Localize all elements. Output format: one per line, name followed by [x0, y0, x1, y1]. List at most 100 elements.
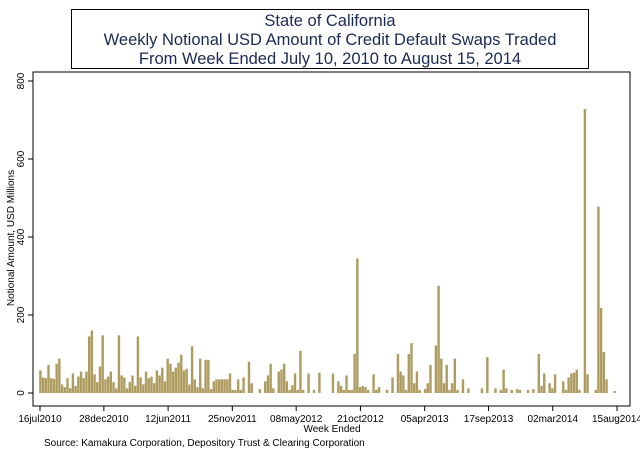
bar-2012-09-22: [348, 389, 351, 393]
bar-2012-03-24: [277, 371, 280, 393]
bar-2012-11-03: [364, 387, 367, 393]
bar-2012-10-06: [353, 354, 356, 393]
bar-2012-04-14: [285, 381, 289, 393]
bar-2012-05-19: [299, 350, 302, 393]
bar-2013-08-31: [480, 388, 484, 393]
bar-2010-09-18: [63, 387, 66, 393]
bars-group: [39, 109, 616, 393]
bar-2012-04-21: [288, 389, 291, 393]
bar-2011-06-25: [171, 371, 175, 393]
bar-2010-09-11: [60, 384, 64, 393]
bar-2013-06-01: [445, 364, 448, 393]
bar-2012-06-23: [312, 389, 316, 393]
bar-2014-06-28: [597, 206, 600, 393]
bar-2010-08-21: [52, 378, 56, 393]
bar-2011-01-22: [112, 382, 115, 393]
bar-2012-10-20: [358, 387, 362, 393]
bar-2011-03-26: [136, 336, 140, 393]
bar-2010-11-13: [85, 371, 88, 393]
bar-2013-01-26: [396, 354, 400, 393]
bar-2011-08-27: [196, 387, 199, 393]
bar-2014-07-12: [602, 352, 606, 393]
bar-2011-11-12: [226, 379, 229, 393]
bar-2013-02-09: [402, 375, 405, 393]
plot-frame: [32, 71, 631, 407]
bar-2013-12-28: [526, 389, 530, 393]
chart-title: State of California Weekly Notional USD …: [71, 9, 589, 69]
bar-2010-09-04: [58, 358, 61, 393]
bar-2013-05-11: [437, 285, 440, 393]
bar-2012-02-25: [266, 375, 270, 393]
bar-2011-08-06: [188, 384, 191, 393]
bar-2014-04-26: [572, 372, 576, 393]
bar-2014-03-08: [553, 374, 557, 393]
bar-2011-11-05: [223, 379, 226, 393]
bar-2012-08-25: [337, 381, 340, 393]
bar-2011-08-13: [190, 346, 194, 393]
bar-2012-09-08: [342, 389, 345, 393]
bar-2014-02-22: [548, 383, 551, 393]
bar-2010-11-06: [82, 378, 85, 393]
chart-title-line-1: State of California: [264, 12, 396, 30]
bar-2013-04-06: [423, 389, 427, 393]
bar-2011-05-28: [161, 367, 164, 393]
bar-2013-03-02: [410, 343, 413, 393]
bar-2013-04-13: [426, 383, 429, 393]
bar-2010-10-23: [77, 376, 80, 393]
bar-2011-09-10: [201, 388, 205, 393]
x-tick-label-17sep2013: 17sep2013: [464, 414, 514, 425]
bar-2014-04-12: [567, 377, 570, 393]
bar-2012-03-31: [280, 369, 283, 393]
bar-2013-03-16: [415, 371, 419, 393]
bar-2011-08-20: [193, 379, 196, 393]
chart-title-line-3: From Week Ended July 10, 2010 to August …: [138, 50, 522, 68]
bar-2011-02-19: [123, 377, 126, 393]
bar-2012-02-04: [258, 389, 262, 393]
bar-2010-08-28: [55, 363, 58, 393]
bar-2010-12-25: [101, 335, 104, 393]
x-tick-label-15aug2014: 15aug2014: [592, 414, 640, 425]
y-axis-title: Notional Amount, USD Millions: [6, 170, 17, 306]
bar-2012-11-24: [372, 374, 375, 393]
bar-2011-10-22: [217, 379, 221, 393]
bar-2014-04-05: [564, 389, 568, 393]
bar-2013-05-25: [442, 383, 446, 393]
bar-2012-09-29: [350, 389, 354, 393]
bar-2012-03-03: [269, 363, 272, 393]
bar-2011-03-12: [131, 375, 134, 393]
bar-2010-10-16: [74, 385, 77, 393]
x-tick-label-12jun2011: 12jun2011: [145, 414, 191, 425]
bar-2010-12-18: [98, 366, 102, 393]
bar-2013-11-30: [515, 389, 519, 393]
bar-2013-07-13: [461, 379, 465, 393]
bar-2011-11-26: [231, 389, 234, 393]
bar-2011-05-21: [158, 375, 161, 393]
bar-2011-12-24: [242, 377, 245, 393]
bar-2013-01-12: [391, 377, 394, 393]
bar-2012-05-26: [301, 389, 305, 393]
bar-2013-06-08: [448, 389, 451, 393]
bar-2011-10-01: [209, 389, 213, 393]
x-tick-label-28dec2010: 28dec2010: [79, 414, 129, 425]
bar-2010-10-09: [71, 373, 75, 393]
bar-2013-09-14: [486, 357, 489, 393]
chart-title-line-2: Weekly Notional USD Amount of Credit Def…: [103, 31, 557, 49]
bar-2011-01-08: [106, 376, 110, 393]
bar-2014-02-08: [543, 373, 546, 393]
bar-2014-05-24: [583, 109, 587, 393]
bar-2013-02-16: [404, 389, 408, 393]
bar-2012-10-27: [361, 385, 364, 393]
bar-2011-09-17: [204, 359, 207, 393]
bar-2013-05-18: [440, 358, 443, 393]
bar-2011-07-02: [174, 367, 178, 393]
bar-2011-06-04: [163, 381, 167, 393]
x-tick-label-25nov2011: 25nov2011: [208, 414, 257, 425]
bar-2013-05-04: [434, 345, 438, 393]
bar-2013-06-22: [453, 358, 457, 393]
bar-2014-01-11: [532, 389, 535, 393]
bar-2011-05-14: [155, 370, 159, 393]
bar-2010-11-20: [87, 336, 91, 393]
x-ticks: 16jul2010 28dec2010 12jun2011 25nov2011 08ma…: [18, 406, 640, 425]
bar-2010-11-27: [90, 330, 94, 393]
bar-2013-06-15: [450, 383, 454, 393]
